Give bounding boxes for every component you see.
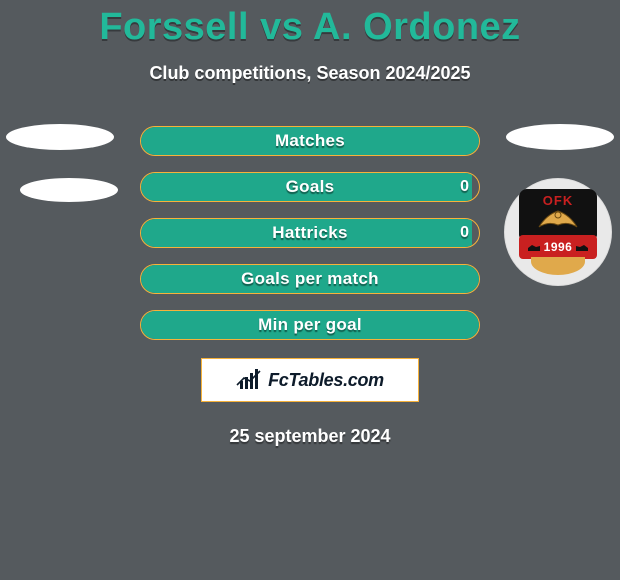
stat-value-right: 0 bbox=[460, 178, 469, 196]
stat-row: Goals per match bbox=[0, 264, 620, 294]
stat-bar: Min per goal bbox=[140, 310, 480, 340]
stat-bar-label: Goals bbox=[141, 177, 479, 197]
stat-bar-label: Hattricks bbox=[141, 223, 479, 243]
stat-bar-label: Min per goal bbox=[141, 315, 479, 335]
stat-bar: Goals per match bbox=[140, 264, 480, 294]
stat-bar-label: Matches bbox=[141, 131, 479, 151]
stat-row: Matches bbox=[0, 126, 620, 156]
stat-row: Min per goal bbox=[0, 310, 620, 340]
stat-bar: Goals0 bbox=[140, 172, 480, 202]
brand-badge[interactable]: FcTables.com bbox=[201, 358, 419, 402]
stat-value-right: 0 bbox=[460, 224, 469, 242]
stat-bar: Hattricks0 bbox=[140, 218, 480, 248]
page-title: Forssell vs A. Ordonez bbox=[0, 0, 620, 49]
competition-subtitle: Club competitions, Season 2024/2025 bbox=[0, 63, 620, 84]
snapshot-date: 25 september 2024 bbox=[0, 426, 620, 447]
stat-row: Goals0 bbox=[0, 172, 620, 202]
stat-row: Hattricks0 bbox=[0, 218, 620, 248]
brand-text: FcTables.com bbox=[268, 370, 384, 391]
stat-bar-label: Goals per match bbox=[141, 269, 479, 289]
comparison-bars: MatchesGoals0Hattricks0Goals per matchMi… bbox=[0, 126, 620, 340]
bar-chart-icon bbox=[236, 369, 262, 391]
stat-bar: Matches bbox=[140, 126, 480, 156]
